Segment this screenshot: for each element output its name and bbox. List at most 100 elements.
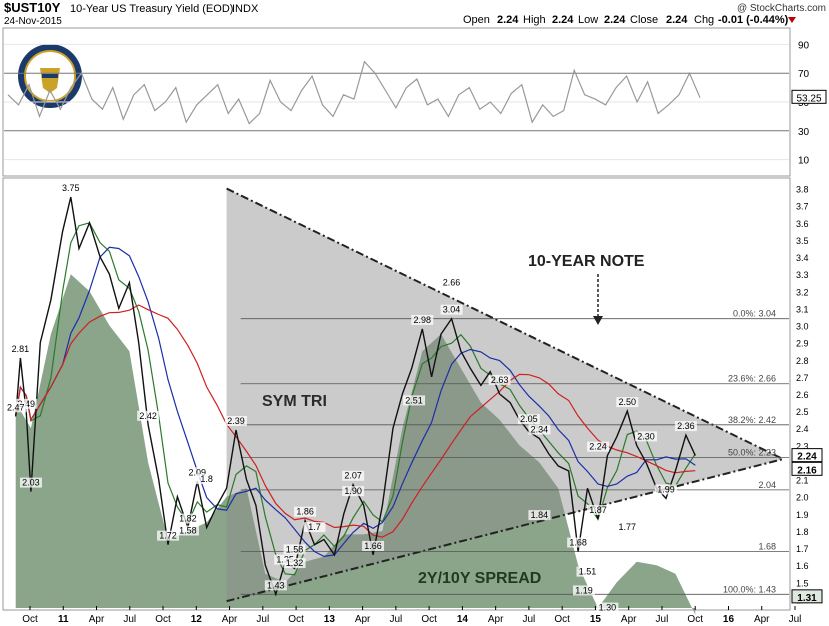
annotation-label: 2.81 <box>12 344 30 354</box>
x-tick-label: Oct <box>554 614 570 625</box>
annotation-box <box>137 410 160 421</box>
spread-label: 2Y/10Y SPREAD <box>418 570 541 587</box>
fib-label: 2.04 <box>758 480 776 490</box>
rsi-last-value: 53.25 <box>796 93 821 104</box>
annotation-label: 2.05 <box>520 414 538 424</box>
annotation-label: 1.86 <box>296 507 314 517</box>
x-tick-label: Apr <box>754 614 770 625</box>
marker-216-box <box>791 461 823 476</box>
x-tick-label: Jul <box>523 614 536 625</box>
x-tick-label: Oct <box>421 614 437 625</box>
close-value: 2.24 <box>666 14 688 26</box>
annotation-box <box>303 522 326 533</box>
annotation-box <box>616 522 639 533</box>
y-tick-label: 2.6 <box>796 390 809 400</box>
spread-area <box>15 274 696 615</box>
annotation-box <box>264 580 287 591</box>
y-tick-label: 3.2 <box>796 287 809 297</box>
y-tick-label: 1.6 <box>796 561 809 571</box>
low-label: Low <box>578 14 598 26</box>
ma-slow-line <box>15 304 696 538</box>
annotation-box <box>528 424 551 435</box>
high-label: High <box>523 14 546 26</box>
x-tick-label: Apr <box>621 614 637 625</box>
annotation-label: 2.50 <box>619 397 637 407</box>
annotation-box <box>635 431 658 442</box>
x-tick-label: 12 <box>191 614 203 625</box>
y-tick-label: 3.5 <box>796 236 809 246</box>
annotation-label: 2.51 <box>405 395 423 405</box>
y-tick-label: 3.6 <box>796 219 809 229</box>
annotation-box <box>576 566 599 577</box>
y-tick-label: 3.0 <box>796 322 809 332</box>
annotation-box <box>283 544 306 555</box>
fib-label: 38.2%: 2.42 <box>728 415 776 425</box>
close-label: Close <box>630 14 658 26</box>
y-tick-label: 2.4 <box>796 424 809 434</box>
spread-last-box-text: 1.31 <box>797 593 817 604</box>
x-tick-label: Jul <box>656 614 669 625</box>
annotation-box <box>528 510 551 521</box>
annotation-label: 2.42 <box>139 411 157 421</box>
triangle-upper-line <box>226 187 784 460</box>
ma-fast-line <box>15 222 696 576</box>
current-price-box-text: 2.24 <box>797 452 817 463</box>
y-tick-label: 1.9 <box>796 510 809 520</box>
x-tick-label: Apr <box>355 614 371 625</box>
open-label: Open <box>463 14 490 26</box>
exchange-label: INDX <box>232 3 259 15</box>
annotation-label: 2.07 <box>344 471 362 481</box>
annotation-label: 2.98 <box>414 315 432 325</box>
annotation-box <box>176 513 199 524</box>
annotation-label: 1.30 <box>599 603 617 613</box>
annotation-box <box>224 415 247 426</box>
annotation-box <box>587 504 610 515</box>
annotation-label: 1.43 <box>267 580 285 590</box>
y-tick-label: 2.3 <box>796 441 809 451</box>
high-value: 2.24 <box>552 14 574 26</box>
annotation-label: 1.58 <box>179 526 197 536</box>
y-tick-label: 2.8 <box>796 356 809 366</box>
spread-last-box <box>791 589 823 604</box>
x-tick-label: Oct <box>22 614 38 625</box>
annotation-box <box>517 414 540 425</box>
open-value: 2.24 <box>497 14 519 26</box>
annotation-box <box>674 421 697 432</box>
chg-value: -0.01 (-0.44%) <box>718 14 789 26</box>
annotation-label: 1.87 <box>589 505 607 515</box>
annotation-label: 2.47 <box>7 402 25 412</box>
y-tick-label: 2.7 <box>796 373 809 383</box>
down-arrow-icon <box>788 17 796 23</box>
annotation-box <box>488 374 511 385</box>
fib-label: 50.0%: 2.23 <box>728 447 776 457</box>
annotation-box <box>596 602 619 613</box>
annotation-label: 2.39 <box>227 416 245 426</box>
annotation-label: 2.36 <box>677 421 695 431</box>
y-tick-label: 3.7 <box>796 202 809 212</box>
x-tick-label: Oct <box>155 614 171 625</box>
annotation-label: 1.7 <box>308 522 321 532</box>
marker-216-box-text: 2.16 <box>797 465 817 476</box>
annotation-box <box>440 277 463 288</box>
fib-label: 100.0%: 1.43 <box>723 584 776 594</box>
annotation-label: 2.24 <box>589 442 607 452</box>
rsi-tick-label: 30 <box>798 127 810 138</box>
rsi-tick-label: 90 <box>798 40 810 51</box>
x-tick-label: Apr <box>89 614 105 625</box>
annotation-box <box>572 585 595 596</box>
x-tick-label: Jul <box>123 614 136 625</box>
rsi-tick-label: 10 <box>798 156 810 167</box>
annotation-box <box>440 304 463 315</box>
annotation-box <box>411 314 434 325</box>
annotation-box <box>654 484 677 495</box>
annotation-box <box>9 344 32 355</box>
symbol-label: $UST10Y <box>4 0 61 15</box>
rsi-last-box <box>791 89 827 104</box>
annotation-box <box>587 441 610 452</box>
down-arrow-icon <box>593 316 603 325</box>
annotation-label: 1.77 <box>619 522 637 532</box>
x-tick-label: 13 <box>324 614 336 625</box>
annotation-label: 1.90 <box>344 486 362 496</box>
